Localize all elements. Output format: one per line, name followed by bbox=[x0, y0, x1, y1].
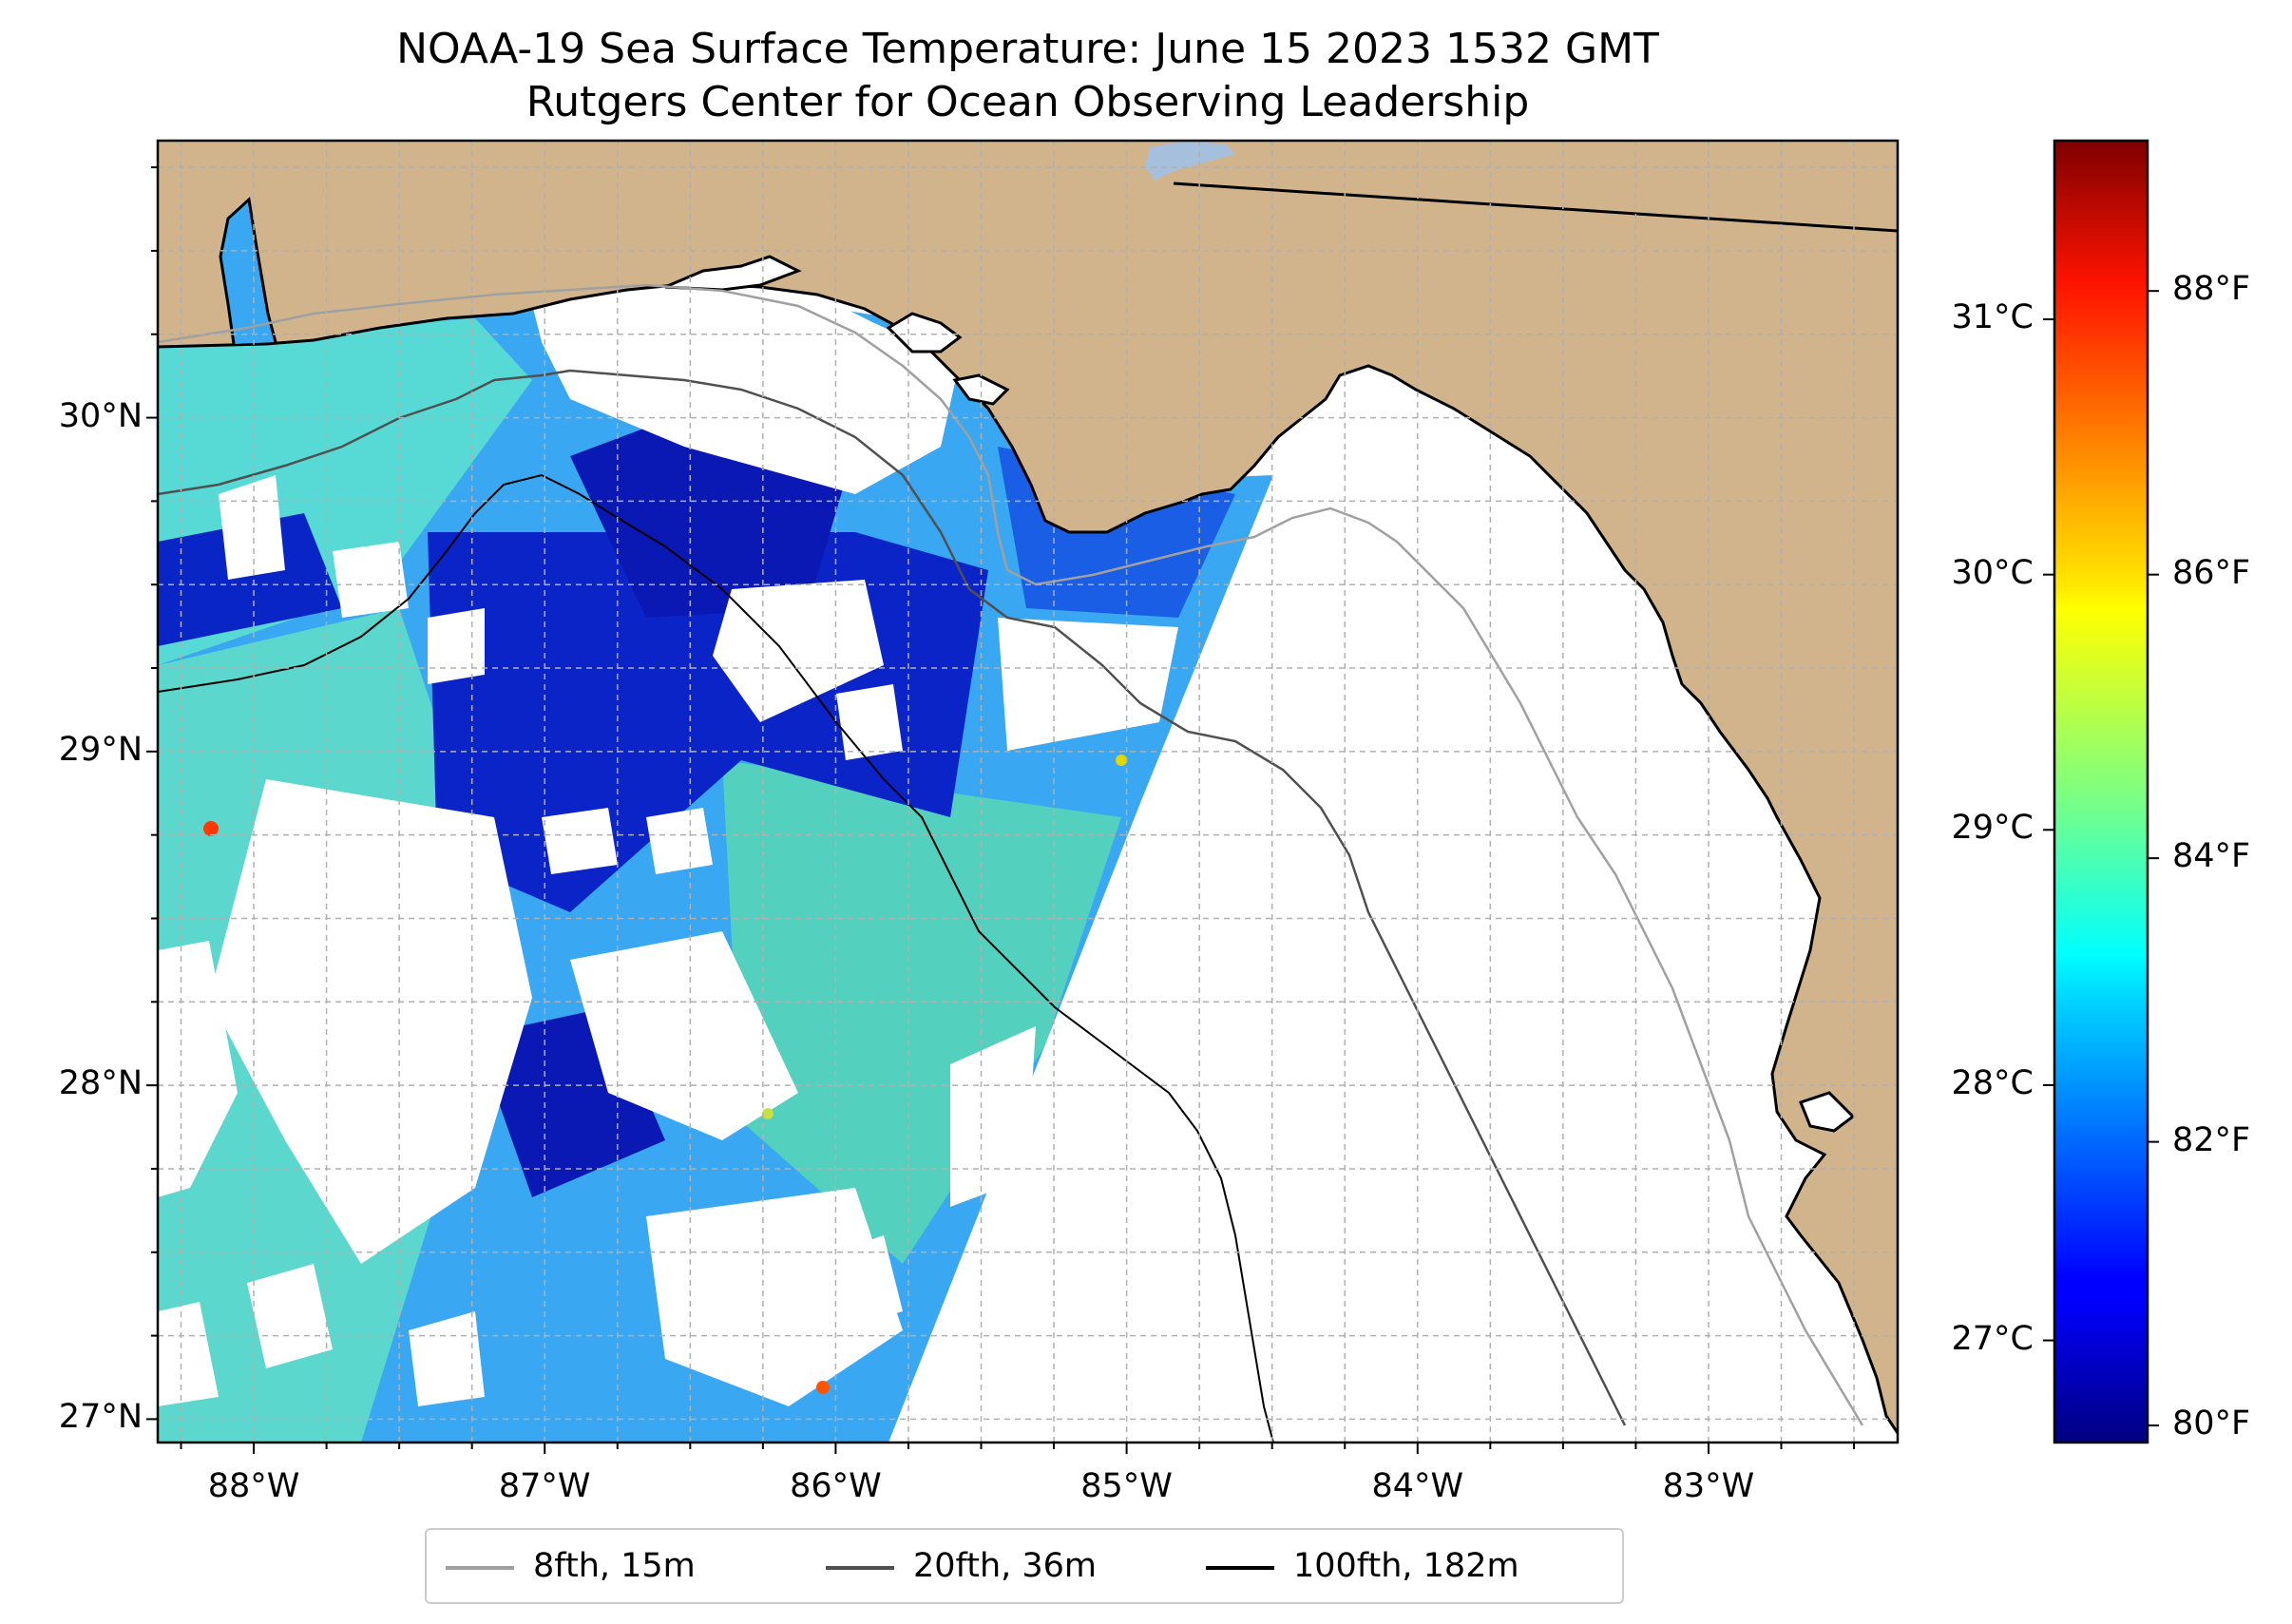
choctawhatchee-bay bbox=[886, 312, 963, 353]
warm-spot bbox=[816, 1381, 830, 1394]
lon-tick-label: 87°W bbox=[498, 1467, 591, 1505]
state-boundary bbox=[1173, 182, 1898, 233]
isobath-20fth bbox=[158, 369, 1627, 1426]
legend-swatch bbox=[826, 1566, 894, 1570]
coastline bbox=[158, 281, 1898, 1434]
legend-swatch bbox=[446, 1566, 514, 1570]
st-andrew-bay bbox=[952, 373, 1010, 406]
celsius-tick-label: 29°C bbox=[1951, 809, 2034, 848]
fahrenheit-tick-label: 84°F bbox=[2172, 837, 2251, 876]
lat-tick-label: 30°N bbox=[58, 396, 143, 435]
lat-tick-label: 28°N bbox=[58, 1064, 143, 1103]
celsius-tick-label: 27°C bbox=[1951, 1319, 2034, 1358]
warm-spot bbox=[203, 821, 219, 836]
fahrenheit-tick-label: 82°F bbox=[2172, 1120, 2251, 1159]
mobile-bay bbox=[219, 197, 277, 345]
isobath-8fth bbox=[158, 283, 1864, 1426]
map-subtitle: Rutgers Center for Ocean Observing Leade… bbox=[525, 78, 1530, 126]
lon-tick-label: 86°W bbox=[790, 1467, 882, 1505]
celsius-tick-label: 28°C bbox=[1951, 1063, 2034, 1102]
axis-ticks bbox=[146, 166, 1856, 1454]
lat-tick-label: 27°N bbox=[58, 1398, 143, 1437]
fahrenheit-tick-label: 88°F bbox=[2172, 270, 2251, 309]
land-mass bbox=[158, 141, 1898, 1433]
legend-label: 100fth, 182m bbox=[1293, 1547, 1519, 1585]
lake bbox=[1145, 141, 1235, 181]
sst-swath bbox=[158, 247, 1273, 1442]
legend-swatch bbox=[1206, 1566, 1274, 1570]
lon-tick-label: 85°W bbox=[1080, 1467, 1173, 1505]
fahrenheit-tick-label: 80°F bbox=[2172, 1404, 2251, 1443]
legend-label: 20fth, 36m bbox=[913, 1547, 1098, 1585]
isobath-100fth bbox=[158, 473, 1274, 1442]
legend: 8fth, 15m 20fth, 36m 100fth, 182m bbox=[425, 1528, 1624, 1604]
lon-tick-label: 83°W bbox=[1662, 1467, 1755, 1505]
legend-label: 8fth, 15m bbox=[533, 1547, 696, 1585]
tampa-bay bbox=[1799, 1091, 1856, 1133]
colorbar-ticks bbox=[2043, 290, 2159, 1427]
map-frame bbox=[156, 139, 1900, 1444]
celsius-tick-label: 30°C bbox=[1951, 553, 2034, 592]
map-content bbox=[158, 141, 1898, 1442]
warm-spot bbox=[1116, 755, 1127, 766]
graticule bbox=[158, 141, 1898, 1442]
celsius-tick-label: 31°C bbox=[1951, 298, 2034, 337]
fahrenheit-tick-label: 86°F bbox=[2172, 553, 2251, 592]
warm-spot bbox=[762, 1108, 774, 1119]
map-title: NOAA-19 Sea Surface Temperature: June 15… bbox=[396, 25, 1659, 73]
colorbar bbox=[2053, 139, 2149, 1444]
pensacola-bay bbox=[664, 255, 802, 292]
lon-tick-label: 88°W bbox=[207, 1467, 300, 1505]
lon-tick-label: 84°W bbox=[1371, 1467, 1464, 1505]
lat-tick-label: 29°N bbox=[58, 730, 143, 769]
